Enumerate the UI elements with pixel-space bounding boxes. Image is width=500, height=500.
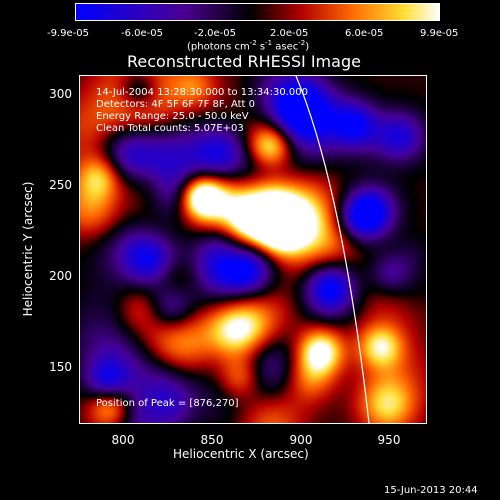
colorbar-tick-5: 6.0e-05 bbox=[345, 28, 384, 39]
info-peak-position: Position of Peak = [876,270] bbox=[96, 398, 239, 409]
y-tick-150: 150 bbox=[49, 360, 72, 374]
timestamp: 15-Jun-2013 20:44 bbox=[384, 485, 478, 496]
x-axis-label: Heliocentric X (arcsec) bbox=[173, 447, 309, 461]
colorbar-tick-2: -6.0e-05 bbox=[121, 28, 163, 39]
colorbar-tick-3: -2.0e-05 bbox=[194, 28, 236, 39]
plot-area bbox=[79, 75, 427, 424]
info-energy-range: Energy Range: 25.0 - 50.0 keV bbox=[96, 111, 249, 122]
colorbar bbox=[75, 3, 440, 21]
info-clean-counts: Clean Total counts: 5.07E+03 bbox=[96, 123, 244, 134]
y-axis-label: Heliocentric Y (arcsec) bbox=[21, 181, 35, 317]
y-tick-200: 200 bbox=[49, 269, 72, 283]
y-tick-250: 250 bbox=[49, 178, 72, 192]
x-tick-900: 900 bbox=[289, 433, 313, 447]
x-tick-800: 800 bbox=[111, 433, 135, 447]
plot-title: Reconstructed RHESSI Image bbox=[127, 52, 361, 71]
info-time-range: 14-Jul-2004 13:28:30.000 to 13:34:30.000 bbox=[96, 87, 308, 98]
colorbar-tick-4: 2.0e-05 bbox=[270, 28, 309, 39]
x-tick-850: 850 bbox=[200, 433, 224, 447]
y-tick-300: 300 bbox=[49, 87, 72, 101]
info-detectors: Detectors: 4F 5F 6F 7F 8F, Att 0 bbox=[96, 99, 256, 110]
colorbar-tick-6: 9.9e-05 bbox=[420, 28, 459, 39]
colorbar-tick-1: -9.9e-05 bbox=[47, 28, 89, 39]
solar-limb-curve bbox=[295, 76, 370, 423]
reconstructed-image bbox=[80, 76, 426, 423]
x-tick-950: 950 bbox=[377, 433, 401, 447]
colorbar-units: (photons cm-2 s-1 asec-2) bbox=[187, 39, 310, 53]
